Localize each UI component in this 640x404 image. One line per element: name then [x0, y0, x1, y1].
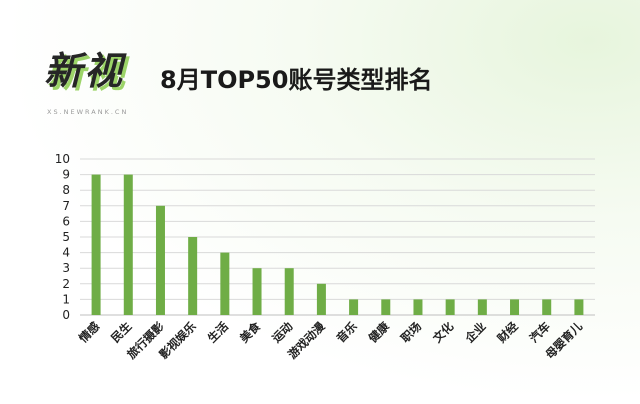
bar — [284, 268, 294, 315]
y-tick-label: 3 — [62, 261, 70, 275]
x-tick-label: 音乐 — [334, 319, 361, 346]
bar — [349, 299, 359, 315]
x-tick-label: 母婴育儿 — [543, 319, 586, 362]
brand-url: XS.NEWRANK.CN — [47, 108, 129, 116]
y-tick-label: 10 — [55, 152, 70, 166]
x-tick-label: 文化 — [430, 319, 457, 346]
bar — [188, 237, 198, 315]
x-tick-label: 美食 — [237, 319, 264, 346]
bar — [123, 174, 133, 315]
x-tick-label: 游戏动漫 — [285, 319, 328, 362]
bar — [477, 299, 487, 315]
x-tick-label: 民生 — [108, 319, 135, 346]
chart-title: 8月TOP50账号类型排名 — [160, 66, 433, 94]
bar — [91, 174, 101, 315]
bar — [574, 299, 584, 315]
brand-logo: 新视 — [44, 49, 125, 93]
grid-lines — [80, 158, 595, 316]
x-tick-label: 情感 — [75, 319, 102, 346]
x-tick-label: 健康 — [366, 319, 393, 346]
bar — [413, 299, 423, 315]
y-tick-label: 8 — [62, 183, 70, 197]
bars — [91, 174, 584, 315]
y-tick-label: 4 — [62, 246, 70, 260]
x-tick-label: 财经 — [494, 319, 521, 346]
x-tick-label: 影视娱乐 — [156, 319, 199, 362]
y-tick-label: 2 — [62, 277, 70, 291]
bar — [542, 299, 552, 315]
y-tick-label: 0 — [62, 308, 70, 322]
y-tick-label: 6 — [62, 214, 70, 228]
bar — [445, 299, 455, 315]
x-tick-label: 汽车 — [527, 319, 554, 346]
x-tick-label: 运动 — [269, 319, 296, 346]
bar — [510, 299, 520, 315]
bar — [381, 299, 391, 315]
y-tick-label: 9 — [62, 168, 70, 182]
bar — [252, 268, 262, 315]
x-tick-label: 职场 — [398, 319, 425, 346]
x-tick-label: 生活 — [205, 319, 232, 346]
bar — [316, 283, 326, 315]
y-tick-label: 5 — [62, 230, 70, 244]
bar — [155, 205, 165, 315]
x-tick-label: 企业 — [462, 319, 489, 346]
y-axis-ticks: 0 12 34 5 67 89 10 — [55, 152, 70, 322]
y-tick-label: 7 — [62, 199, 70, 213]
bar — [220, 252, 230, 315]
y-tick-label: 1 — [62, 292, 70, 306]
